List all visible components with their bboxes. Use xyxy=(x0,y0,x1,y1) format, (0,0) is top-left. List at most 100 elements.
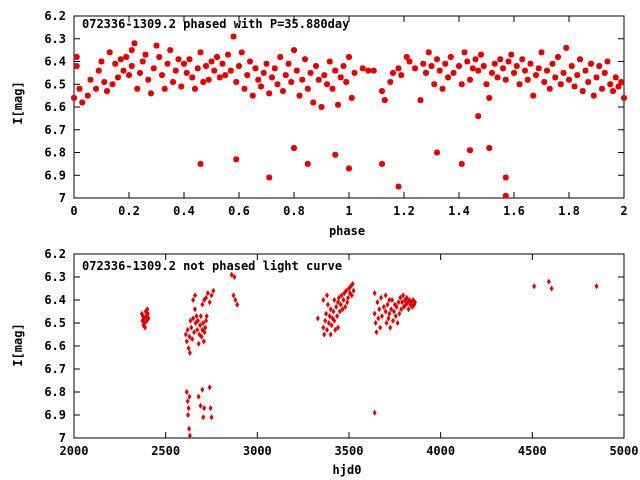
data-point xyxy=(555,53,561,60)
y-tick-label: 6.6 xyxy=(44,100,66,114)
data-point xyxy=(315,315,320,322)
data-point xyxy=(324,310,329,317)
data-point xyxy=(186,405,191,412)
data-point xyxy=(458,160,465,167)
data-point xyxy=(187,333,192,340)
y-tick-label: 7 xyxy=(59,431,66,445)
data-point xyxy=(241,85,248,92)
data-point xyxy=(263,60,270,67)
data-point xyxy=(516,81,523,88)
unphased-panel-title: 072336-1309.2 not phased light curve xyxy=(82,259,342,273)
data-point xyxy=(337,74,344,81)
data-point xyxy=(417,97,424,104)
y-tick-label: 6.3 xyxy=(44,270,66,284)
data-point xyxy=(403,53,410,60)
data-point xyxy=(351,287,356,294)
data-point xyxy=(204,317,208,324)
data-point xyxy=(467,76,473,83)
data-point xyxy=(372,290,377,297)
data-point xyxy=(233,156,240,163)
data-point xyxy=(341,297,346,303)
data-point xyxy=(343,303,348,310)
data-point xyxy=(247,58,253,65)
data-point xyxy=(337,308,342,315)
data-point xyxy=(198,402,203,409)
data-point xyxy=(397,310,402,317)
data-point xyxy=(231,292,236,299)
data-point xyxy=(236,63,242,70)
phased-y-axis-label: I[mag] xyxy=(11,81,25,124)
data-point xyxy=(372,409,377,416)
data-point xyxy=(610,88,616,95)
data-point xyxy=(335,101,341,108)
data-point xyxy=(374,329,379,336)
data-point xyxy=(189,74,196,81)
x-tick-label: 1.6 xyxy=(503,204,525,218)
data-point xyxy=(370,67,377,74)
data-point xyxy=(201,414,206,421)
data-point xyxy=(280,88,286,95)
data-point xyxy=(486,94,493,101)
data-point xyxy=(195,326,200,333)
data-point xyxy=(178,83,185,90)
data-point xyxy=(566,76,572,83)
data-point xyxy=(104,88,110,95)
data-point xyxy=(447,53,454,60)
data-point xyxy=(172,67,179,74)
data-point xyxy=(332,151,339,158)
data-point xyxy=(544,67,550,74)
data-point xyxy=(216,74,223,81)
data-point xyxy=(93,85,99,92)
data-point xyxy=(207,299,212,306)
data-point xyxy=(183,69,190,76)
data-point xyxy=(271,65,278,72)
data-point xyxy=(235,301,240,308)
data-point xyxy=(266,174,273,181)
data-point xyxy=(340,63,347,70)
data-point xyxy=(187,432,192,439)
data-point xyxy=(346,165,352,172)
data-point xyxy=(87,76,94,83)
data-point xyxy=(412,65,418,72)
data-point xyxy=(332,317,337,324)
data-point xyxy=(115,74,121,81)
data-point xyxy=(79,99,86,106)
data-point xyxy=(199,333,204,340)
data-point xyxy=(344,287,349,294)
data-point xyxy=(413,299,417,306)
x-tick-label: 1.2 xyxy=(393,204,415,218)
data-point xyxy=(203,324,208,331)
data-point xyxy=(193,292,197,299)
data-point xyxy=(388,324,393,331)
data-point xyxy=(202,405,207,412)
data-point xyxy=(244,72,251,79)
data-point xyxy=(383,292,388,299)
data-point xyxy=(618,78,625,85)
data-point xyxy=(475,67,482,74)
data-point xyxy=(310,99,317,106)
data-point xyxy=(439,85,446,92)
data-point xyxy=(153,42,160,49)
x-tick-label: 0.2 xyxy=(118,204,140,218)
data-point xyxy=(380,313,384,320)
data-point xyxy=(486,144,493,151)
data-point xyxy=(139,58,146,65)
x-tick-label: 1 xyxy=(345,204,352,218)
data-point xyxy=(340,306,345,313)
data-point xyxy=(497,56,504,63)
data-point xyxy=(207,384,212,391)
data-point xyxy=(146,315,151,322)
data-point xyxy=(194,313,199,320)
data-point xyxy=(390,69,396,76)
data-point xyxy=(227,67,234,74)
data-point xyxy=(164,60,171,67)
data-point xyxy=(274,81,281,88)
data-point xyxy=(299,76,306,83)
data-point xyxy=(123,53,130,60)
y-tick-label: 6.9 xyxy=(44,168,66,182)
y-tick-label: 6.5 xyxy=(44,77,66,91)
data-point xyxy=(112,60,119,67)
data-point xyxy=(590,92,597,99)
data-point xyxy=(461,49,468,56)
data-point xyxy=(423,69,429,76)
